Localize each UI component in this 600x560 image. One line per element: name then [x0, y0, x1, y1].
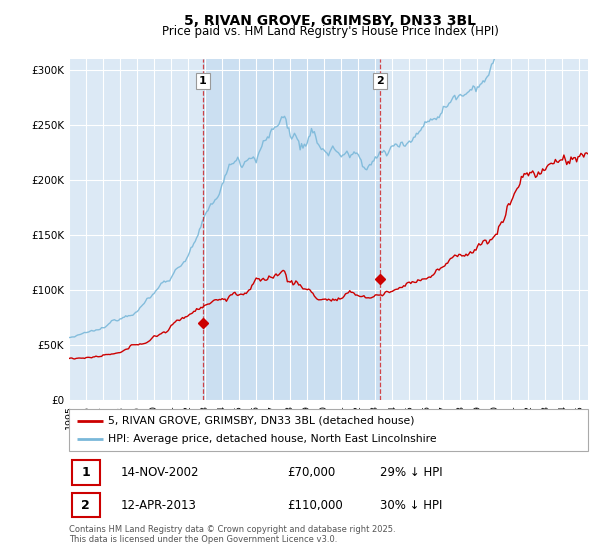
Text: 2: 2	[82, 498, 90, 512]
Bar	[203, 59, 380, 400]
Text: 30% ↓ HPI: 30% ↓ HPI	[380, 498, 443, 512]
Bar	[71, 493, 100, 517]
Text: 12-APR-2013: 12-APR-2013	[121, 498, 197, 512]
Text: Contains HM Land Registry data © Crown copyright and database right 2025.
This d: Contains HM Land Registry data © Crown c…	[69, 525, 395, 544]
Text: Price paid vs. HM Land Registry's House Price Index (HPI): Price paid vs. HM Land Registry's House …	[161, 25, 499, 38]
Text: 1: 1	[199, 76, 207, 86]
Bar	[71, 460, 100, 485]
Text: 5, RIVAN GROVE, GRIMSBY, DN33 3BL (detached house): 5, RIVAN GROVE, GRIMSBY, DN33 3BL (detac…	[108, 416, 415, 426]
Text: HPI: Average price, detached house, North East Lincolnshire: HPI: Average price, detached house, Nort…	[108, 434, 437, 444]
Text: £110,000: £110,000	[287, 498, 343, 512]
Text: 29% ↓ HPI: 29% ↓ HPI	[380, 466, 443, 479]
Text: 2: 2	[376, 76, 384, 86]
Text: 14-NOV-2002: 14-NOV-2002	[121, 466, 199, 479]
Text: 5, RIVAN GROVE, GRIMSBY, DN33 3BL: 5, RIVAN GROVE, GRIMSBY, DN33 3BL	[184, 14, 476, 28]
Text: 1: 1	[82, 466, 90, 479]
Text: £70,000: £70,000	[287, 466, 335, 479]
